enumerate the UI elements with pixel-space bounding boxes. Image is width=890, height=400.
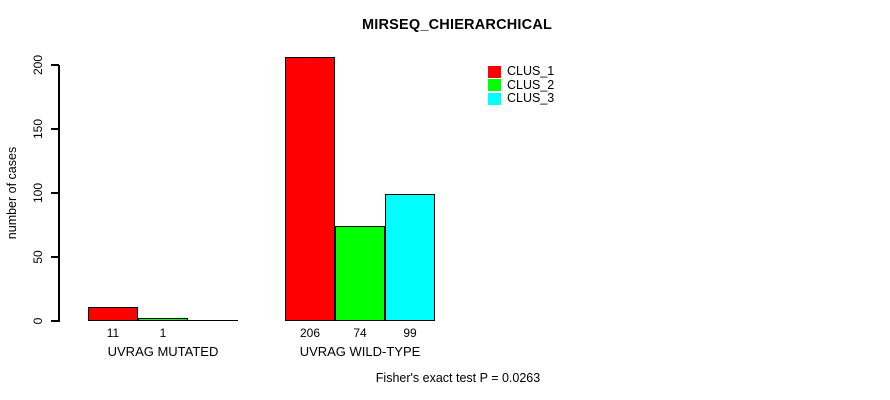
bar-value-label: 1 (159, 326, 167, 340)
category-label: UVRAG WILD-TYPE (299, 344, 421, 359)
legend-swatch-icon (488, 65, 501, 78)
legend-label: CLUS_3 (507, 91, 555, 105)
annotation-text: Fisher's exact test P = 0.0263 (375, 371, 541, 385)
y-tick-label: 50 (31, 250, 45, 264)
chart-title: MIRSEQ_CHIERARCHICAL (361, 17, 553, 33)
bar-clus_3 (385, 194, 435, 321)
legend-item-clus_2: CLUS_2 (488, 77, 555, 92)
legend-label: CLUS_2 (507, 77, 555, 92)
y-tick (51, 64, 59, 66)
legend-swatch-icon (488, 79, 501, 91)
legend-item-clus_1: CLUS_1 (488, 65, 554, 78)
y-tick-label: 0 (31, 317, 45, 325)
y-tick (51, 128, 59, 130)
y-tick-label: 100 (31, 182, 45, 204)
legend-label: CLUS_1 (507, 64, 555, 78)
bar-clus_3 (188, 320, 238, 321)
legend: CLUS_1 CLUS_2 CLUS_3 (488, 65, 578, 113)
bar-clus_1 (285, 57, 335, 321)
y-tick (51, 256, 59, 258)
y-tick (51, 192, 59, 194)
bar-clus_2 (335, 226, 385, 321)
bar-value-label: 99 (403, 326, 417, 340)
bar-clus_2 (138, 318, 188, 321)
legend-swatch-icon (488, 92, 501, 105)
y-tick (51, 320, 59, 322)
y-tick-label: 150 (31, 118, 45, 140)
bar-value-label: 206 (299, 326, 321, 340)
bar-value-label: 74 (353, 326, 367, 340)
y-axis-label: number of cases (5, 146, 19, 240)
bar-value-label: 11 (106, 326, 120, 340)
category-label: UVRAG MUTATED (107, 344, 219, 359)
bar-clus_1 (88, 307, 138, 321)
y-tick-label: 200 (31, 54, 45, 76)
legend-item-clus_3: CLUS_3 (488, 92, 554, 105)
